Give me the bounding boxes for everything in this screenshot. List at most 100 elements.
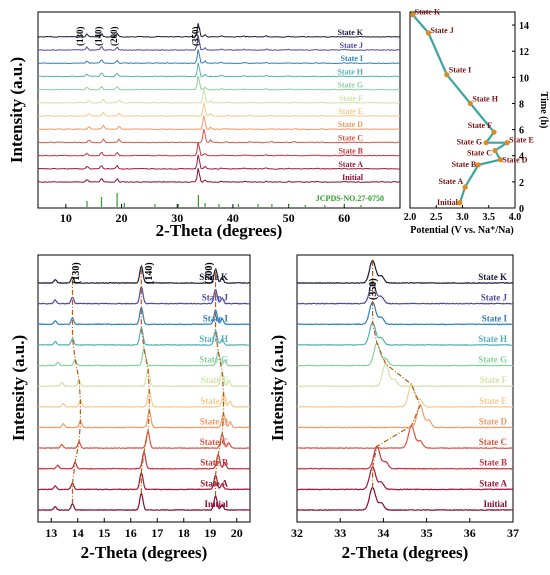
top-left-series-label: State G — [337, 81, 363, 90]
top-right-point-label: State K — [415, 8, 441, 17]
top-left-trace-state-d — [37, 115, 401, 131]
bottom-left-xtick-label: 18 — [178, 526, 190, 540]
top-right-xlabel: Potential (V vs. Na⁺/Na) — [410, 225, 513, 236]
bottom-right-series-label: State I — [482, 313, 508, 323]
panel-bottom-left-frame — [37, 254, 251, 523]
bottom-right-trace-state-h — [296, 321, 514, 347]
top-right-state-point — [497, 157, 503, 163]
top-left-xlabel: 2-Theta (degrees) — [156, 221, 283, 240]
top-right-point-label: State I — [449, 66, 471, 75]
bottom-right-peak-trend — [372, 260, 421, 488]
bottom-left-xtick-label: 19 — [204, 526, 216, 540]
top-right-point-label: State C — [467, 149, 492, 158]
bottom-right-trace-initial — [296, 486, 514, 512]
top-right-ytick-label: 0 — [519, 204, 524, 215]
top-right-point-label: State H — [472, 94, 498, 103]
top-right-state-point — [467, 100, 473, 107]
bottom-left-series-label: State C — [200, 437, 228, 447]
top-right-state-point — [504, 140, 510, 146]
top-left-series-label: State H — [337, 67, 363, 76]
top-left-xtick-label: 10 — [60, 211, 72, 225]
top-left-peak-label: (350) — [190, 27, 200, 47]
top-right-ytick-label: 14 — [519, 21, 529, 32]
bottom-left-trace-state-a — [37, 471, 251, 491]
top-right-ytick-label: 6 — [519, 126, 524, 137]
bottom-left-xtick-label: 14 — [72, 526, 84, 540]
top-right-xtick-label: 2.5 — [430, 212, 443, 223]
bottom-left-trace-state-g — [37, 346, 251, 367]
top-right-point-label: State E — [509, 136, 534, 145]
top-left-peak-label: (140) — [94, 27, 104, 47]
bottom-left-series-label: State I — [203, 313, 229, 323]
bottom-left-xtick-label: 17 — [151, 526, 163, 540]
bottom-left-trace-state-i — [38, 306, 251, 326]
top-left-xtick-label: 30 — [171, 211, 183, 225]
top-left-series-label: State K — [337, 28, 363, 37]
bottom-right-series-label: State F — [480, 375, 508, 385]
bottom-right-trace-state-j — [296, 280, 514, 305]
bottom-right-series-label: State K — [478, 272, 507, 282]
bottom-right-series-label: State B — [479, 458, 507, 468]
top-right-point-label: State B — [452, 160, 477, 169]
bottom-left-trace-state-c — [38, 429, 251, 450]
bottom-right-trace-state-d — [296, 404, 514, 429]
bottom-right-series-label: State E — [479, 396, 507, 406]
top-left-trace-state-h — [37, 62, 401, 78]
bottom-left-trace-state-d — [37, 410, 251, 429]
bottom-right-peak-label: (350) — [368, 278, 379, 300]
bottom-right-xtick-label: 37 — [507, 526, 519, 540]
top-left-trace-state-c — [38, 128, 400, 144]
bottom-left-trace-state-k — [37, 264, 251, 285]
bottom-right-trace-state-k — [296, 259, 514, 284]
bottom-right-xtick-label: 35 — [421, 526, 433, 540]
top-left-ylabel: Intensity (a.u.) — [7, 57, 26, 163]
top-left-trace-state-e — [37, 102, 401, 117]
bottom-left-peak-label: (140) — [144, 262, 155, 284]
top-left-peak-label: (130) — [75, 27, 85, 47]
bottom-right-xtick-label: 36 — [464, 526, 476, 540]
top-left-series-label: Initial — [342, 173, 364, 182]
top-right-state-point — [410, 12, 416, 18]
bottom-right-trace-state-g — [296, 342, 514, 367]
bottom-left-trace-state-h — [37, 326, 251, 346]
bottom-left-trace-state-e — [37, 390, 251, 408]
bottom-left-trace-state-f — [38, 367, 251, 388]
top-left-trace-state-k — [37, 23, 401, 38]
panel-bottom-right-frame — [296, 254, 514, 523]
panel-top-left: 10 20 30 40 50 60 Initial State A State B State C… — [37, 23, 401, 225]
bottom-right-series-label: Initial — [483, 499, 507, 509]
top-right-point-label: State J — [430, 26, 453, 35]
bottom-right-trace-state-a — [296, 466, 514, 491]
bottom-left-series-label: State H — [199, 334, 228, 344]
top-right-xtick-label: 4.0 — [509, 212, 522, 223]
bottom-right-xlabel: 2-Theta (degrees) — [342, 543, 469, 562]
bottom-left-series-label: State F — [201, 375, 229, 385]
bottom-left-xlabel: 2-Theta (degrees) — [81, 543, 208, 562]
bottom-right-trace-state-e — [296, 383, 514, 408]
bottom-left-peak-trend — [140, 266, 150, 494]
bottom-right-series-label: State A — [479, 478, 507, 488]
panel-bottom-left: 13 14 15 16 17 18 19 20 Initial State A State B Sta… — [37, 262, 251, 540]
top-left-series-label: State I — [341, 54, 363, 63]
top-left-series-label: State A — [338, 160, 363, 169]
top-right-point-label: State G — [457, 138, 483, 147]
top-left-trace-initial — [37, 168, 401, 183]
top-left-xtick-label: 50 — [283, 211, 295, 225]
top-left-xtick-label: 40 — [227, 211, 239, 225]
top-right-state-point — [492, 147, 498, 154]
top-left-trace-state-j — [37, 35, 400, 51]
bottom-right-ylabel: Intensity (a.u.) — [268, 335, 287, 441]
bottom-left-trace-state-j — [37, 286, 251, 305]
bottom-left-peak-trend — [214, 269, 225, 496]
top-right-xtick-label: 3.0 — [456, 212, 469, 223]
bottom-right-series-label: State G — [478, 355, 507, 365]
bottom-left-peak-label: (200) — [204, 262, 215, 284]
bottom-left-series-label: State B — [200, 458, 228, 468]
bottom-right-series-label: State J — [481, 293, 508, 303]
top-right-potential-curve — [411, 13, 511, 204]
panel-bottom-right: 32 33 34 35 36 37 Initial State A State B State C… — [291, 259, 519, 540]
top-right-ylabel: Time (h) — [538, 92, 549, 129]
top-right-ytick-label: 2 — [519, 178, 524, 189]
bottom-left-series-label: State J — [202, 293, 229, 303]
